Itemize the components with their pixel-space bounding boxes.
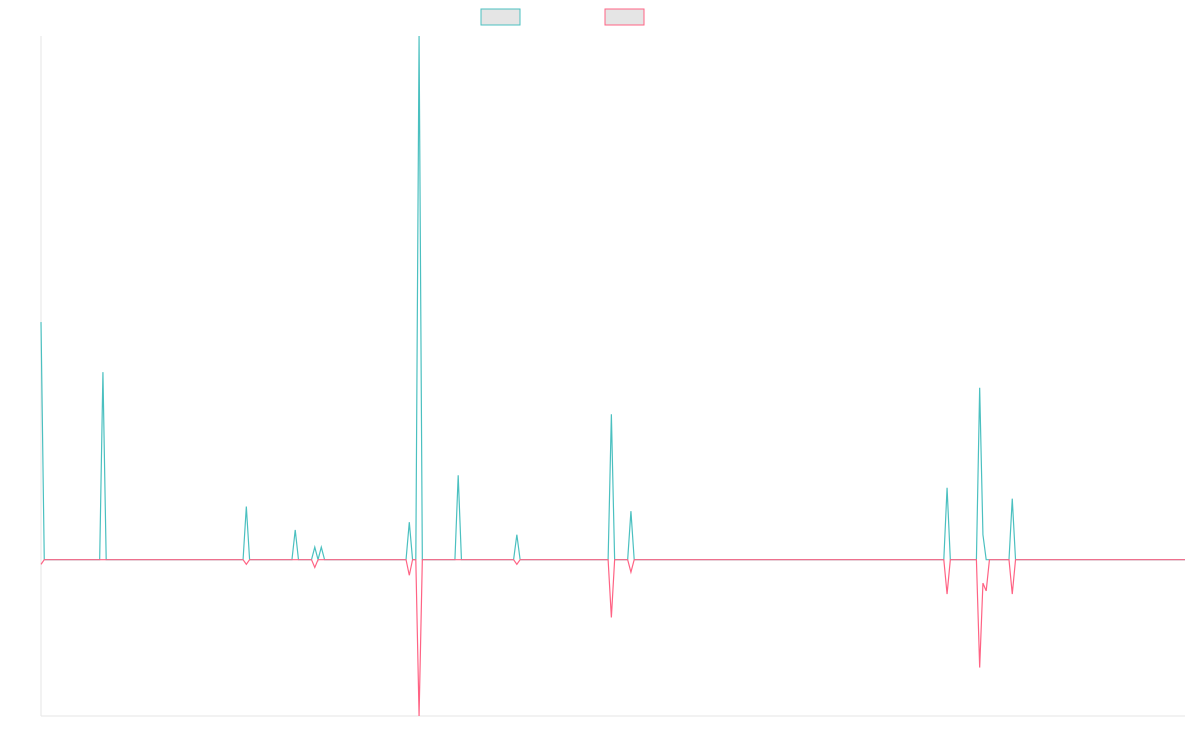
- series-line-2: [40, 559, 1185, 717]
- axes: [40, 36, 1185, 717]
- legend-swatch-2[interactable]: [604, 8, 645, 26]
- series-layer: [40, 35, 1185, 717]
- legend[interactable]: [480, 8, 645, 26]
- series-line-1: [40, 35, 1185, 563]
- legend-swatch-1[interactable]: [480, 8, 521, 26]
